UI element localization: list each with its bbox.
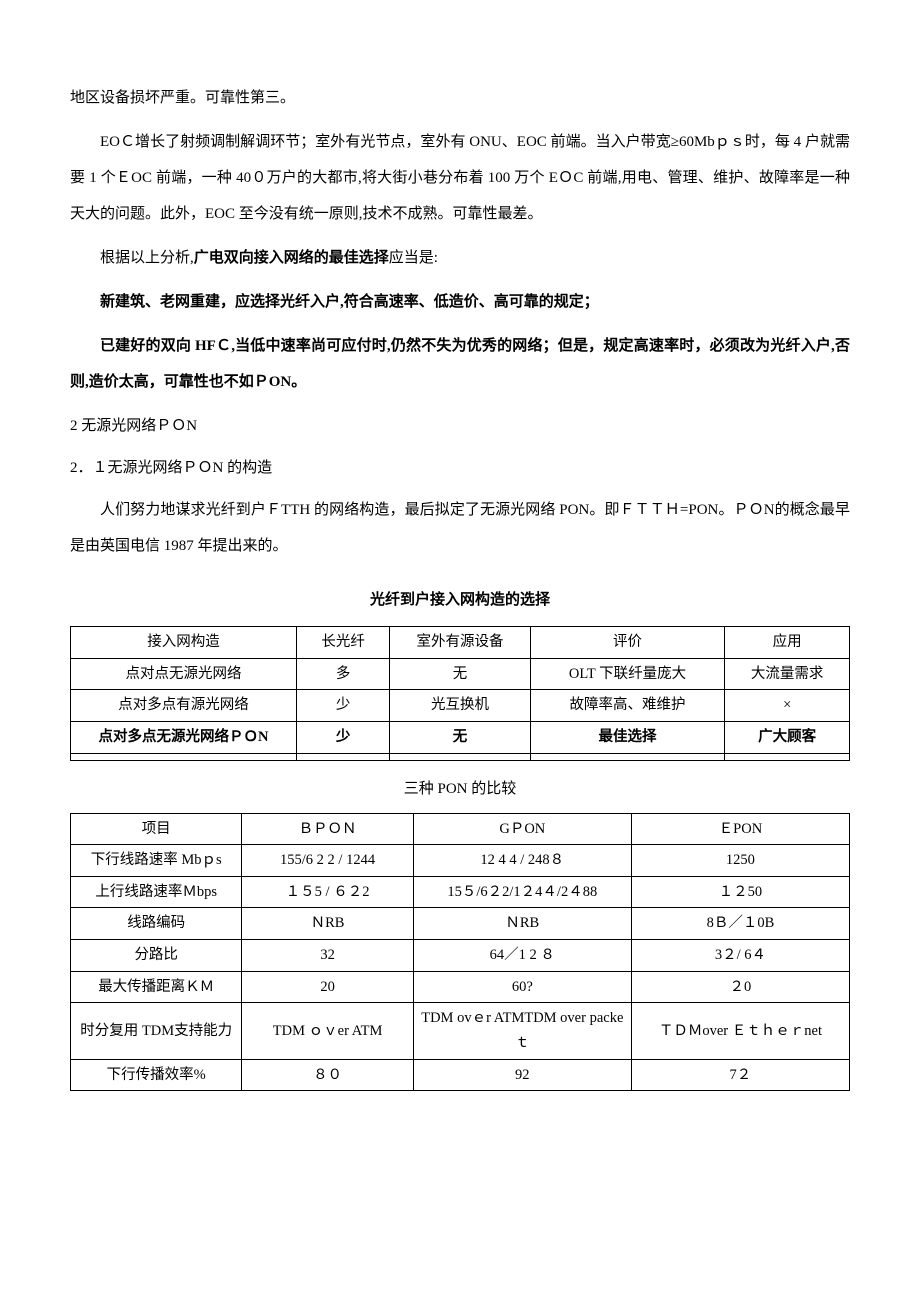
table-cell: ＢＰＯＮ (242, 813, 413, 845)
table-cell (725, 753, 850, 760)
para-5: 已建好的双向 HFＣ,当低中速率尚可应付时,仍然不失为优秀的网络；但是，规定高速… (70, 328, 850, 400)
table-cell: 最佳选择 (530, 721, 725, 753)
table-cell: ＥPON (631, 813, 849, 845)
table-row: 分路比 32 64／1 2 ８ 3２/ 6４ (71, 940, 850, 972)
table-cell: 点对点无源光网络 (71, 658, 297, 690)
para-6: 人们努力地谋求光纤到户ＦTTH 的网络构造，最后拟定了无源光网络 PON。即ＦＴ… (70, 492, 850, 564)
table-cell: ２0 (631, 971, 849, 1003)
table-cell: 室外有源设备 (390, 627, 530, 659)
section-2-1: 2．１无源光网络ＰＯN 的构造 (70, 450, 850, 486)
table-cell (530, 753, 725, 760)
para-3c: 应当是: (389, 250, 438, 266)
table-cell: 分路比 (71, 940, 242, 972)
table-cell: 点对多点无源光网络ＰＯN (71, 721, 297, 753)
table-cell: 点对多点有源光网络 (71, 690, 297, 722)
table-cell (71, 753, 297, 760)
table-cell: 线路编码 (71, 908, 242, 940)
table-row: 点对多点有源光网络 少 光互换机 故障率高、难维护 × (71, 690, 850, 722)
table-row: 最大传播距离ＫＭ 20 60? ２0 (71, 971, 850, 1003)
para-1: 地区设备损坏严重。可靠性第三。 (70, 80, 850, 116)
table-cell: 12 4 4 / 248８ (413, 845, 631, 877)
table-cell: 32 (242, 940, 413, 972)
table-1: 接入网构造 长光纤 室外有源设备 评价 应用 点对点无源光网络 多 无 OLT … (70, 626, 850, 761)
table-cell: 无 (390, 658, 530, 690)
table-cell: OLT 下联纤量庞大 (530, 658, 725, 690)
table-cell: ＮRB (413, 908, 631, 940)
table1-title: 光纤到户接入网构造的选择 (70, 582, 850, 618)
table-row: 接入网构造 长光纤 室外有源设备 评价 应用 (71, 627, 850, 659)
table-cell: TDM ovｅr ATMTDM over packeｔ (413, 1003, 631, 1059)
table-cell: ＮRB (242, 908, 413, 940)
table-cell: 少 (296, 690, 389, 722)
para-3b: 广电双向接入网络的最佳选择 (194, 250, 389, 266)
table-cell: 多 (296, 658, 389, 690)
table-cell: 64／1 2 ８ (413, 940, 631, 972)
table-cell: 评价 (530, 627, 725, 659)
para-2: EOＣ增长了射频调制解调环节；室外有光节点，室外有 ONU、EOC 前端。当入户… (70, 124, 850, 232)
table-cell: 长光纤 (296, 627, 389, 659)
table-cell: 应用 (725, 627, 850, 659)
table-row (71, 753, 850, 760)
table-row: 下行传播效率% ８０ 92 7２ (71, 1059, 850, 1091)
table-cell (296, 753, 389, 760)
table-cell: 时分复用 TDM支持能力 (71, 1003, 242, 1059)
table-row: 点对多点无源光网络ＰＯN 少 无 最佳选择 广大顾客 (71, 721, 850, 753)
para-3a: 根据以上分析, (100, 250, 194, 266)
table-row: 项目 ＢＰＯＮ GＰON ＥPON (71, 813, 850, 845)
table-cell: 光互换机 (390, 690, 530, 722)
table-cell: 60? (413, 971, 631, 1003)
para-3: 根据以上分析,广电双向接入网络的最佳选择应当是: (70, 240, 850, 276)
table-cell: １２50 (631, 876, 849, 908)
section-2: 2 无源光网络ＰＯN (70, 408, 850, 444)
table-cell: 最大传播距离ＫＭ (71, 971, 242, 1003)
table-row: 下行线路速率 Mbｐs 155/6 2 2 / 1244 12 4 4 / 24… (71, 845, 850, 877)
table-cell: 8Ｂ／１0B (631, 908, 849, 940)
table-cell: ＴＤＭover Ｅｔｈｅｒnet (631, 1003, 849, 1059)
table-cell: 少 (296, 721, 389, 753)
table-row: 线路编码 ＮRB ＮRB 8Ｂ／１0B (71, 908, 850, 940)
table-2: 项目 ＢＰＯＮ GＰON ＥPON 下行线路速率 Mbｐs 155/6 2 2 … (70, 813, 850, 1092)
table-cell: TDM ｏｖer ATM (242, 1003, 413, 1059)
table-cell: 3２/ 6４ (631, 940, 849, 972)
table-row: 上行线路速率Ｍbps １５5 / ６２2 15５/6２2/1２4４/2４88 １… (71, 876, 850, 908)
table-cell: 15５/6２2/1２4４/2４88 (413, 876, 631, 908)
table-cell: 155/6 2 2 / 1244 (242, 845, 413, 877)
table-row: 时分复用 TDM支持能力 TDM ｏｖer ATM TDM ovｅr ATMTD… (71, 1003, 850, 1059)
table-cell: GＰON (413, 813, 631, 845)
table-cell: 92 (413, 1059, 631, 1091)
table-row: 点对点无源光网络 多 无 OLT 下联纤量庞大 大流量需求 (71, 658, 850, 690)
table-cell: 下行线路速率 Mbｐs (71, 845, 242, 877)
table2-title: 三种 PON 的比较 (70, 771, 850, 807)
table-cell (390, 753, 530, 760)
table-cell: 上行线路速率Ｍbps (71, 876, 242, 908)
table-cell: 无 (390, 721, 530, 753)
table-cell: × (725, 690, 850, 722)
table-cell: 广大顾客 (725, 721, 850, 753)
table-cell: 故障率高、难维护 (530, 690, 725, 722)
table-cell: 项目 (71, 813, 242, 845)
table-cell: 大流量需求 (725, 658, 850, 690)
table-cell: １５5 / ６２2 (242, 876, 413, 908)
table-cell: 1250 (631, 845, 849, 877)
table-cell: 下行传播效率% (71, 1059, 242, 1091)
table-cell: 20 (242, 971, 413, 1003)
table-cell: 7２ (631, 1059, 849, 1091)
para-4: 新建筑、老网重建，应选择光纤入户,符合高速率、低造价、高可靠的规定； (70, 284, 850, 320)
table-cell: 接入网构造 (71, 627, 297, 659)
table-cell: ８０ (242, 1059, 413, 1091)
